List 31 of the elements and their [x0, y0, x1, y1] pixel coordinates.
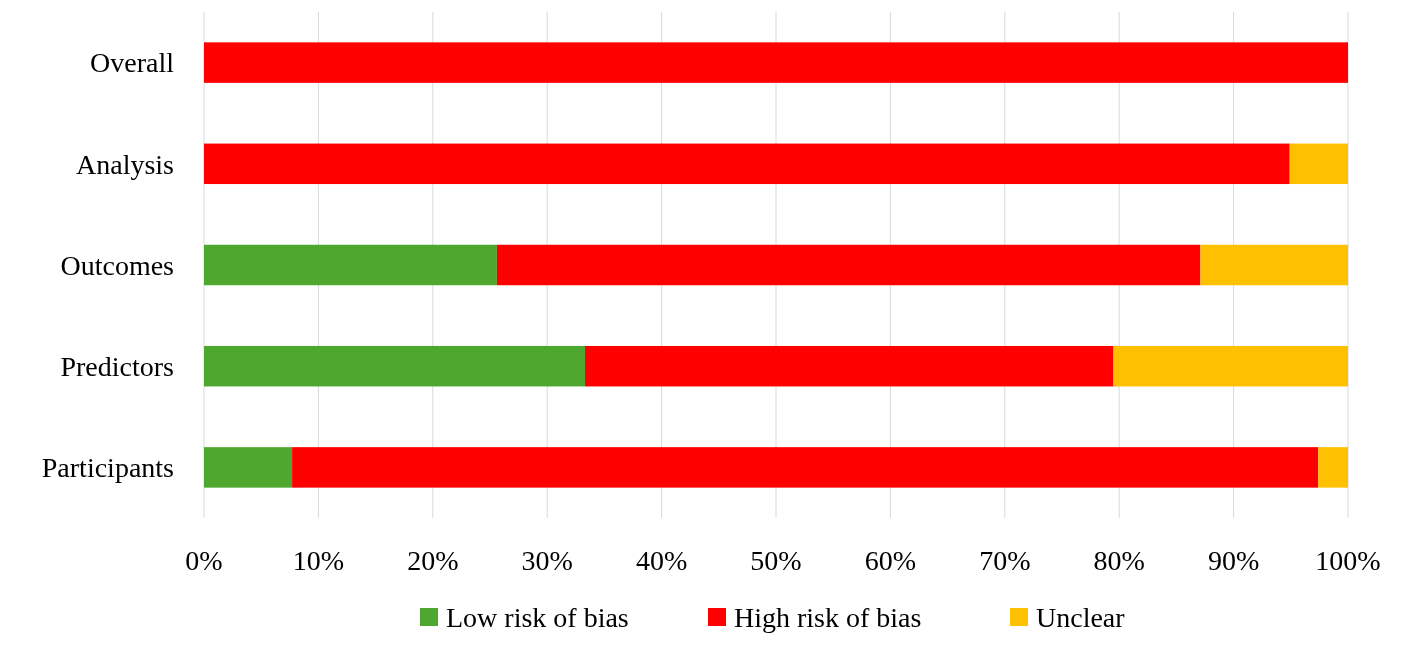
- x-tick-label: 50%: [750, 545, 802, 576]
- x-tick-label: 10%: [292, 545, 345, 576]
- x-tick-label: 40%: [635, 545, 688, 576]
- y-tick-label: Analysis: [76, 148, 174, 180]
- bar: [204, 143, 1290, 185]
- x-tick-label: 70%: [979, 545, 1031, 576]
- x-tick-label: 30%: [521, 545, 573, 576]
- x-tick-label: 60%: [864, 545, 917, 576]
- bar: [1113, 345, 1348, 387]
- y-tick-label: Predictors: [60, 351, 174, 382]
- legend-label: High risk of bias: [734, 601, 922, 633]
- legend-label: Low risk of bias: [446, 601, 629, 633]
- x-tick-label: 0%: [185, 545, 223, 576]
- x-tick-label: 100%: [1315, 545, 1381, 576]
- y-tick-label: Overall: [90, 47, 175, 79]
- bar: [496, 244, 1201, 286]
- y-tick-label: Participants: [41, 452, 174, 484]
- bar: [204, 244, 497, 286]
- legend-label: Unclear: [1036, 601, 1126, 633]
- bar: [204, 447, 293, 488]
- bar: [204, 345, 585, 387]
- bar: [1289, 143, 1348, 185]
- x-tick-label: 80%: [1093, 545, 1145, 576]
- bar: [1200, 244, 1348, 286]
- x-tick-label: 20%: [407, 545, 459, 576]
- y-tick-label: Outcomes: [60, 249, 174, 281]
- bar: [584, 345, 1114, 387]
- bar: [292, 447, 1319, 488]
- x-tick-label: 90%: [1207, 545, 1260, 576]
- bar: [1318, 447, 1348, 488]
- bar: [204, 42, 1348, 83]
